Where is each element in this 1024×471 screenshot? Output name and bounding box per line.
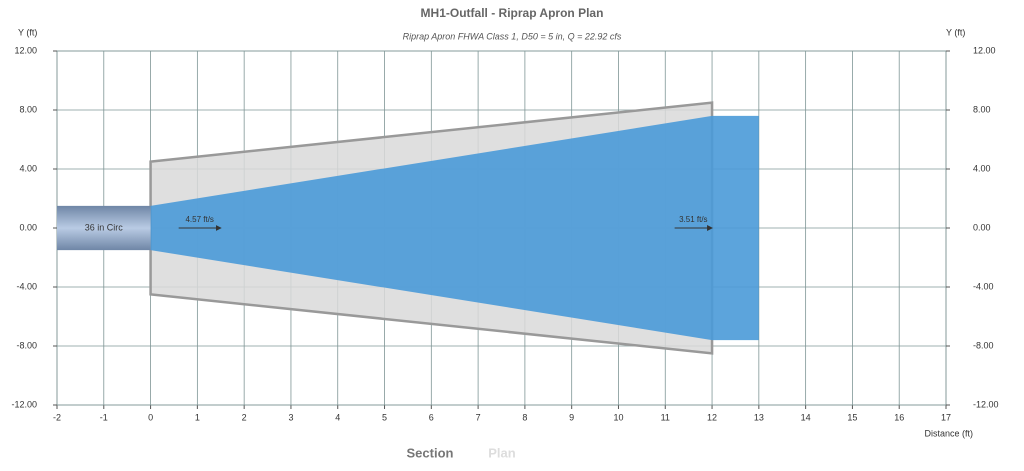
- y2-tick-label: -8.00: [973, 340, 994, 350]
- velocity-label: 3.51 ft/s: [679, 215, 707, 224]
- x-tick-label: 15: [847, 412, 857, 422]
- y2-tick-label: 4.00: [973, 163, 991, 173]
- y2-tick-label: 12.00: [973, 45, 996, 55]
- x-axis-label: Distance (ft): [924, 428, 973, 438]
- y-tick-label: 12.00: [14, 45, 37, 55]
- y2-tick-label: 8.00: [973, 104, 991, 114]
- x-tick-label: -2: [53, 412, 61, 422]
- y-tick-label: 0.00: [19, 222, 37, 232]
- y-axis-label: Y (ft): [18, 27, 37, 37]
- x-tick-label: 9: [569, 412, 574, 422]
- y2-axis-label: Y (ft): [946, 27, 965, 37]
- x-tick-label: 0: [148, 412, 153, 422]
- x-tick-label: 2: [242, 412, 247, 422]
- x-tick-label: 14: [801, 412, 811, 422]
- tab[interactable]: Plan: [488, 445, 516, 460]
- y-tick-label: 4.00: [19, 163, 37, 173]
- x-tick-label: 7: [476, 412, 481, 422]
- x-tick-label: 4: [335, 412, 340, 422]
- y2-tick-label: -4.00: [973, 281, 994, 291]
- x-tick-label: 8: [522, 412, 527, 422]
- y-tick-label: 8.00: [19, 104, 37, 114]
- velocity-label: 4.57 ft/s: [185, 215, 213, 224]
- x-tick-label: 1: [195, 412, 200, 422]
- x-tick-label: 5: [382, 412, 387, 422]
- x-tick-label: 17: [941, 412, 951, 422]
- y2-tick-label: -12.00: [973, 399, 999, 409]
- pipe: [57, 205, 151, 251]
- x-tick-label: 12: [707, 412, 717, 422]
- y2-tick-label: 0.00: [973, 222, 991, 232]
- y-tick-label: -12.00: [11, 399, 37, 409]
- x-tick-label: -1: [100, 412, 108, 422]
- pipe-label: 36 in Circ: [85, 222, 124, 232]
- y-tick-label: -8.00: [16, 340, 37, 350]
- chart-subtitle: Riprap Apron FHWA Class 1, D50 = 5 in, Q…: [403, 31, 622, 41]
- x-tick-label: 13: [754, 412, 764, 422]
- x-tick-label: 6: [429, 412, 434, 422]
- x-tick-label: 10: [613, 412, 623, 422]
- tab[interactable]: Section: [407, 445, 454, 460]
- x-tick-label: 3: [288, 412, 293, 422]
- y-tick-label: -4.00: [16, 281, 37, 291]
- chart-title: MH1-Outfall - Riprap Apron Plan: [421, 6, 604, 20]
- x-tick-label: 16: [894, 412, 904, 422]
- flow: [150, 115, 759, 341]
- x-tick-label: 11: [661, 412, 670, 422]
